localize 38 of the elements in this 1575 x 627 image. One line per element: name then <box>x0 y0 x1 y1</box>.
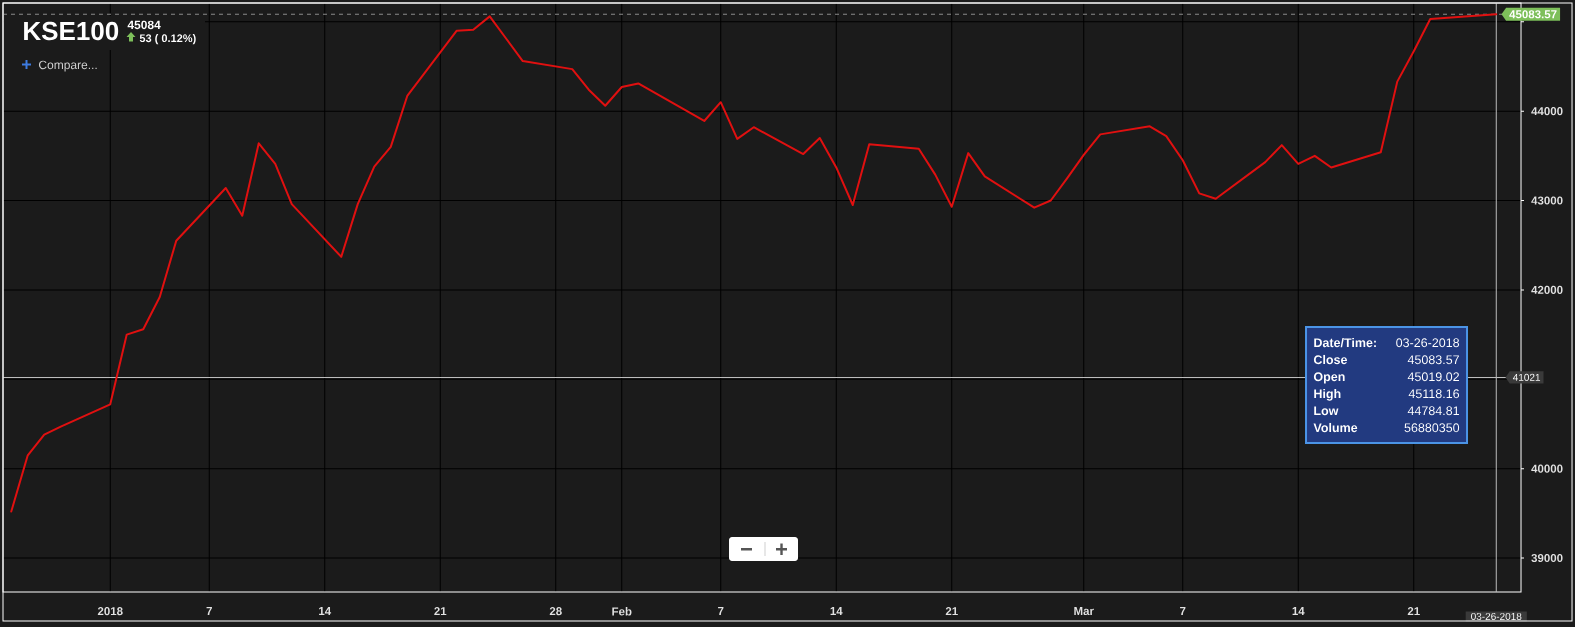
annotation: Open <box>1313 372 1345 384</box>
annotation: 45083.57 <box>1407 355 1459 365</box>
annotation: Close <box>1313 354 1348 365</box>
y-tick-label: 39000 <box>1531 553 1563 563</box>
x-tick-label: 28 <box>549 607 562 616</box>
annotation: 03-26-2018 <box>1396 338 1460 348</box>
y-tick-label: 40000 <box>1531 464 1563 473</box>
annotation: 53 ( 0.12%) <box>139 34 196 45</box>
annotation: Date/Time: <box>1314 337 1376 348</box>
x-tick-label: 21 <box>1407 607 1420 616</box>
ref-line-label: 03-26-2018 <box>1471 612 1522 620</box>
annotation: 45118.16 <box>1408 389 1460 399</box>
annotation: 44784.81 <box>1407 406 1459 416</box>
x-tick-label: Mar <box>1074 607 1094 616</box>
x-tick-label: Feb <box>612 607 632 616</box>
annotation: 45019.02 <box>1407 372 1459 382</box>
x-tick-label: 21 <box>945 607 958 616</box>
x-tick-label: 7 <box>1180 607 1186 615</box>
annotation: 45084 <box>127 20 161 30</box>
x-tick-label: 2018 <box>97 607 123 616</box>
x-tick-label: 14 <box>1292 607 1305 615</box>
ref-line-label: 41021 <box>1512 373 1541 381</box>
line-series <box>10 13 1498 513</box>
annotation: High <box>1314 388 1341 401</box>
y-tick-label: 44000 <box>1531 107 1563 116</box>
annotation: Volume <box>1313 422 1358 433</box>
x-tick-label: 14 <box>830 607 843 615</box>
annotation: Low <box>1314 406 1339 416</box>
y-tick-label: 43000 <box>1531 196 1563 205</box>
text: KSE100 <box>24 21 119 41</box>
x-tick-label: 7 <box>718 607 724 615</box>
y-tick-label: 42000 <box>1531 285 1563 294</box>
annotation: Compare... <box>39 60 97 72</box>
x-tick-label: 14 <box>319 607 332 615</box>
x-tick-label: 21 <box>434 607 447 616</box>
ref-line-label: 45083.57 <box>1509 10 1557 19</box>
x-tick-label: 7 <box>206 607 212 615</box>
annotation: 56880350 <box>1404 423 1460 433</box>
